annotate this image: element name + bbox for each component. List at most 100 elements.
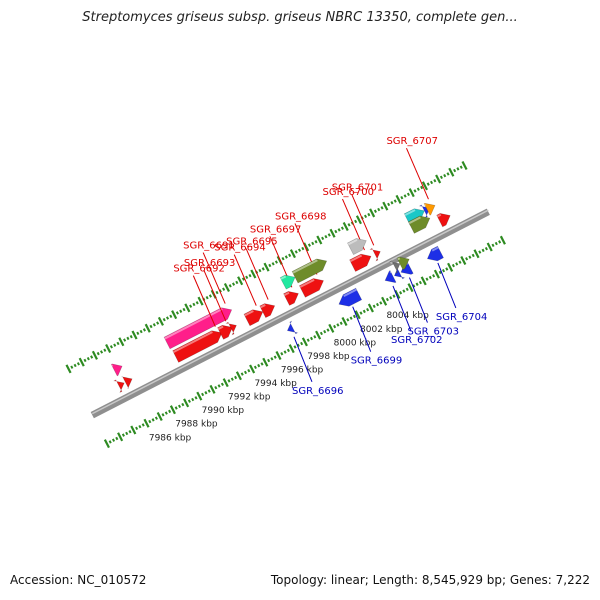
- reverse-scale-tick: [273, 355, 277, 359]
- reverse-scale-tick: [111, 438, 116, 442]
- gene-label-leader: [293, 336, 313, 383]
- reverse-scale-tick: [498, 240, 502, 244]
- gene-label[interactable]: SGR_6694: [214, 243, 266, 254]
- reverse-scale-tick: [306, 338, 310, 342]
- forward-scale-tick: [76, 362, 80, 366]
- forward-scale-tick: [298, 248, 302, 252]
- gene-label[interactable]: SGR_6704: [436, 312, 488, 323]
- gene-feature[interactable]: [283, 291, 299, 306]
- gene-feature[interactable]: [113, 379, 125, 394]
- forward-scale-tick: [382, 201, 389, 211]
- gene-feature[interactable]: [407, 215, 431, 234]
- gene-feature[interactable]: [291, 258, 328, 284]
- reverse-scale-tick: [481, 248, 485, 253]
- gene-feature[interactable]: [217, 324, 233, 340]
- gene-feature[interactable]: [225, 321, 237, 336]
- reverse-scale-tick: [319, 331, 323, 336]
- reverse-scale-tick: [415, 282, 419, 286]
- gene-label[interactable]: SGR_6701: [332, 182, 384, 193]
- reverse-scale-tick: [300, 341, 304, 346]
- gene-feature-highlight: [408, 216, 421, 225]
- reverse-scale-tick: [128, 430, 132, 434]
- reverse-scale-tick: [341, 317, 348, 327]
- gene-label[interactable]: SGR_6693: [184, 258, 236, 269]
- genome-backbone-highlight: [91, 209, 489, 415]
- gene-label[interactable]: SGR_6695: [226, 237, 278, 248]
- forward-scale-tick: [235, 280, 239, 285]
- reverse-scale-tick: [121, 433, 125, 437]
- reverse-scale-tick: [148, 419, 152, 424]
- reverse-scale-tick: [432, 274, 436, 278]
- gene-feature[interactable]: [403, 208, 425, 226]
- gene-feature[interactable]: [384, 270, 397, 283]
- gene-feature[interactable]: [436, 213, 451, 228]
- forward-scale-tick: [420, 185, 424, 190]
- forward-scale-tick: [456, 167, 460, 171]
- forward-scale-tick: [354, 219, 358, 224]
- gene-feature[interactable]: [120, 376, 133, 390]
- reverse-scale-tick: [156, 411, 163, 421]
- reverse-scale-tick: [392, 294, 396, 298]
- forward-scale-tick: [223, 283, 230, 293]
- gene-feature[interactable]: [338, 287, 363, 307]
- reverse-scale-tick: [260, 362, 264, 366]
- reverse-scale-tick: [270, 357, 274, 361]
- forward-scale-tick: [435, 174, 442, 184]
- reverse-scale-tick: [177, 404, 182, 409]
- forward-scale-tick: [91, 350, 98, 360]
- gene-feature[interactable]: [388, 260, 401, 274]
- reverse-scale-tick: [323, 330, 327, 334]
- gene-feature[interactable]: [286, 320, 299, 335]
- reverse-scale-tick: [438, 270, 442, 275]
- reverse-scale-tick: [283, 350, 287, 354]
- forward-scale-tick: [426, 182, 430, 186]
- forward-scale-tick: [131, 330, 138, 340]
- reverse-scale-tick: [234, 375, 238, 380]
- reverse-scale-tick: [243, 370, 248, 375]
- gene-feature[interactable]: [396, 256, 410, 271]
- reverse-scale-tick: [168, 409, 172, 414]
- gene-feature[interactable]: [369, 247, 381, 262]
- forward-scale-tick: [245, 275, 249, 280]
- reverse-scale-tick: [257, 363, 261, 368]
- reverse-scale-tick: [405, 287, 409, 292]
- reverse-scale-tick: [394, 289, 401, 299]
- scale-label: 8000 kbp: [334, 338, 377, 348]
- reverse-scale-tick: [362, 309, 366, 314]
- gene-feature[interactable]: [347, 238, 367, 256]
- forward-scale-tick: [439, 175, 443, 180]
- gene-label[interactable]: SGR_6696: [292, 386, 344, 397]
- gene-label[interactable]: SGR_6692: [173, 264, 225, 275]
- forward-scale-tick: [446, 172, 450, 176]
- forward-scale-tick: [144, 323, 151, 333]
- gene-feature[interactable]: [423, 202, 436, 216]
- gene-label[interactable]: SGR_6697: [250, 224, 302, 235]
- forward-scale-tick: [324, 234, 328, 239]
- gene-feature[interactable]: [259, 303, 276, 319]
- reverse-scale-tick: [407, 283, 414, 293]
- gene-feature[interactable]: [243, 309, 264, 327]
- gene-label[interactable]: SGR_6707: [386, 136, 438, 147]
- gene-label[interactable]: SGR_6700: [322, 187, 374, 198]
- gene-feature[interactable]: [349, 253, 372, 272]
- gene-label[interactable]: SGR_6699: [351, 356, 403, 367]
- gene-label[interactable]: SGR_6691: [183, 241, 235, 252]
- forward-scale-tick: [433, 179, 437, 183]
- gene-feature[interactable]: [110, 363, 123, 377]
- forward-scale-tick: [321, 236, 325, 241]
- forward-scale-tick: [408, 188, 415, 198]
- gene-label[interactable]: SGR_6703: [407, 327, 459, 338]
- gene-feature[interactable]: [163, 307, 233, 350]
- reverse-scale-tick: [280, 352, 284, 356]
- gene-feature[interactable]: [298, 278, 324, 298]
- reverse-scale-tick: [196, 391, 203, 401]
- gene-feature[interactable]: [426, 245, 444, 262]
- reverse-scale-tick: [451, 263, 455, 268]
- gene-label-leader: [202, 252, 226, 304]
- gene-feature[interactable]: [172, 330, 223, 363]
- forward-scale-tick: [123, 338, 127, 342]
- gene-label[interactable]: SGR_6698: [275, 211, 327, 222]
- gene-feature[interactable]: [279, 274, 296, 290]
- forward-scale-tick: [192, 302, 196, 307]
- gene-label[interactable]: SGR_6702: [391, 335, 443, 346]
